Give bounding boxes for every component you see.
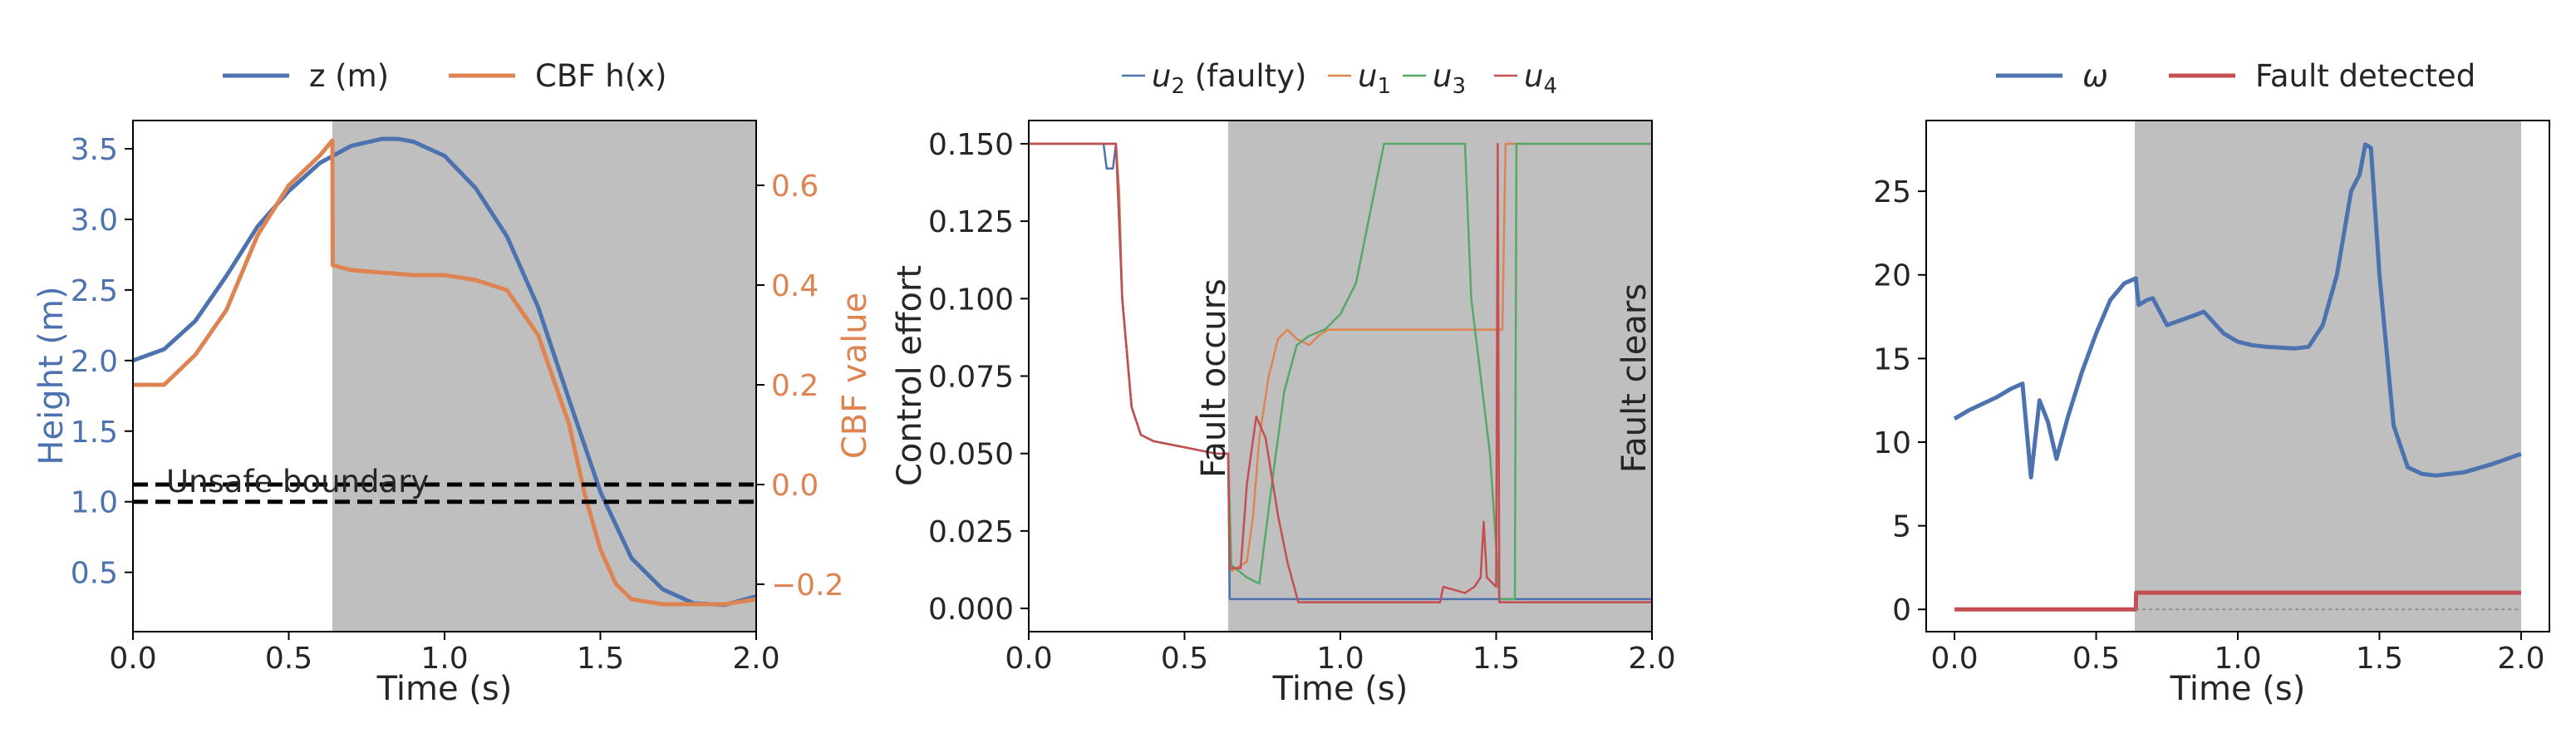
p1-x-tick-label: 0.0 xyxy=(109,642,156,676)
p2-y-tick-label: 0.050 xyxy=(928,438,1014,472)
p1-y-right-tick-label: 0.0 xyxy=(771,469,819,503)
p1-y-right-tick-label: 0.2 xyxy=(771,369,819,403)
p2-y-tick-label: 0.150 xyxy=(928,128,1014,162)
p1-y-tick-label: 1.0 xyxy=(71,486,118,520)
p2-y-tick-label: 0.025 xyxy=(928,515,1014,549)
p3-y-tick-label: 20 xyxy=(1873,259,1911,293)
p2-x-tick-label: 0.5 xyxy=(1161,642,1208,676)
p1-legend-label-z: z (m) xyxy=(309,58,389,94)
p3-legend-label-fault: Fault detected xyxy=(2255,58,2475,94)
p2-x-tick-label: 1.5 xyxy=(1472,642,1520,676)
p2-y-tick-label: 0.075 xyxy=(928,361,1014,395)
p3-x-tick-label: 1.0 xyxy=(2214,642,2261,676)
p2-x-tick-label: 1.0 xyxy=(1316,642,1364,676)
p3-y-tick-label: 25 xyxy=(1873,175,1911,209)
p1-y-right-tick-label: 0.4 xyxy=(771,269,819,303)
p1-xlabel: Time (s) xyxy=(376,670,513,708)
p3-series-line-0 xyxy=(1953,142,2522,480)
p2-y-tick-label: 0.100 xyxy=(928,283,1014,317)
p2-x-tick-label: 2.0 xyxy=(1628,642,1675,676)
p3-y-tick-label: 15 xyxy=(1873,342,1911,376)
p2-annotation-fault-occurs: Fault occurs xyxy=(1195,278,1233,478)
p1-y-tick-label: 0.5 xyxy=(71,557,118,591)
p1-y-tick-label: 3.5 xyxy=(71,133,118,167)
p1-series-line-1 xyxy=(133,138,757,607)
p1-x-tick-label: 1.0 xyxy=(420,642,468,676)
p1-legend-label-cbf: CBF h(x) xyxy=(535,58,666,94)
p3-x-tick-label: 0.5 xyxy=(2072,642,2120,676)
p1-ylabel-right: CBF value xyxy=(836,293,874,459)
p1-y-tick-label: 3.0 xyxy=(71,204,118,238)
p1-y-tick-label: 2.5 xyxy=(71,274,118,308)
p1-y-right-tick-label: −0.2 xyxy=(771,568,843,603)
p2-y-tick-label: 0.125 xyxy=(928,205,1014,239)
p1-y-right-tick-label: 0.6 xyxy=(771,170,819,204)
p2-annotation-fault-clears: Fault clears xyxy=(1615,283,1654,473)
p3-series-line-1 xyxy=(1954,590,2521,612)
p3-legend-label-omega: ω xyxy=(2082,58,2108,94)
p2-series-line-3 xyxy=(1029,142,1652,603)
p1-annotation-unsafe-boundary: Unsafe boundary xyxy=(166,464,429,499)
p2-legend: u2 (faulty) u1 u3 u4 xyxy=(1122,58,1557,99)
p3-shaded-fault-region xyxy=(2135,121,2521,632)
p3-x-tick-label: 0.0 xyxy=(1930,642,1978,676)
p2-legend-label-u4: u4 xyxy=(1524,58,1557,99)
panel-control-effort: 0.0 0.5 1.0 1.5 2.0 0.000 0.025 0.050 0.075 0.100… xyxy=(891,58,1676,708)
p3-legend: ω Fault detected xyxy=(1996,58,2475,94)
p1-x-tick-label: 2.0 xyxy=(732,642,779,676)
p2-legend-label-u2: u2 (faulty) xyxy=(1152,58,1306,99)
p3-x-tick-label: 2.0 xyxy=(2497,642,2544,676)
p1-shaded-fault-region xyxy=(332,121,756,632)
p2-y-tick-label: 0.000 xyxy=(928,593,1014,627)
p2-legend-label-u1: u1 xyxy=(1358,58,1391,99)
p3-y-tick-label: 0 xyxy=(1892,593,1911,627)
p2-xlabel: Time (s) xyxy=(1272,670,1408,708)
p1-legend: z (m) CBF h(x) xyxy=(223,58,666,94)
p1-x-tick-label: 1.5 xyxy=(577,642,624,676)
panel-omega: 0.0 0.5 1.0 1.5 2.0 0 5 10 15 20 25 Time (s) ω Fau… xyxy=(1873,58,2550,708)
p2-legend-label-u3: u3 xyxy=(1433,58,1466,99)
p1-y-tick-label: 1.5 xyxy=(71,416,118,450)
p2-shaded-fault-region xyxy=(1228,121,1652,632)
p3-x-tick-label: 1.5 xyxy=(2356,642,2403,676)
p3-y-tick-label: 10 xyxy=(1873,426,1911,460)
p1-y-tick-label: 2.0 xyxy=(71,345,118,379)
p1-ylabel-left: Height (m) xyxy=(32,286,71,465)
p3-y-tick-label: 5 xyxy=(1892,510,1911,544)
p1-series-line-0 xyxy=(132,136,757,608)
p2-x-tick-label: 0.0 xyxy=(1005,642,1052,676)
p3-xlabel: Time (s) xyxy=(2170,670,2306,708)
panel-height-cbf: 0.0 0.5 1.0 1.5 2.0 0.5 1.0 1.5 2.0 2.5 3.0 3.5 −0.2… xyxy=(32,58,874,708)
p2-ylabel: Control effort xyxy=(891,265,929,486)
p1-x-tick-label: 0.5 xyxy=(265,642,312,676)
